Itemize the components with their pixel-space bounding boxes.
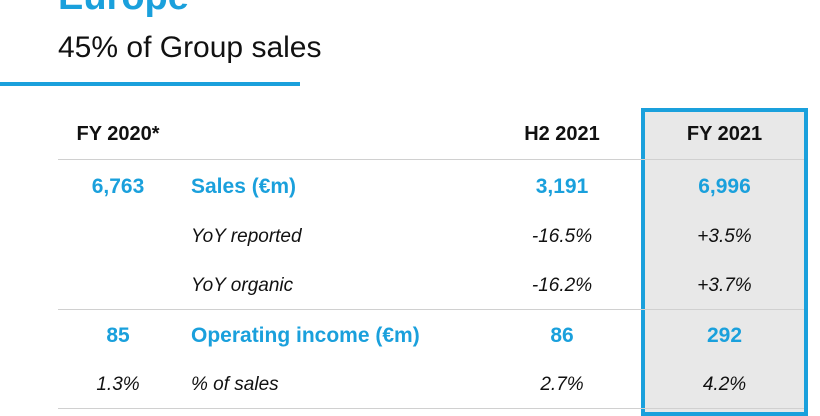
page-subtitle: 45% of Group sales bbox=[58, 31, 322, 64]
title-underline bbox=[0, 82, 300, 86]
operating-income-h2-2021-value: 86 bbox=[550, 324, 574, 347]
operating-income-fy2021-value: 292 bbox=[706, 324, 743, 347]
header-divider bbox=[58, 159, 804, 160]
yoy-reported-label: YoY reported bbox=[191, 226, 302, 247]
sales-h2-2021-value: 3,191 bbox=[535, 175, 589, 198]
margin-label: % of sales bbox=[191, 374, 279, 395]
margin-fy2020-value: 1.3% bbox=[96, 374, 140, 395]
column-header-fy2021: FY 2021 bbox=[686, 123, 763, 145]
margin-fy2021-value: 4.2% bbox=[702, 374, 747, 395]
yoy-reported-h2-2021-value: -16.5% bbox=[531, 226, 593, 247]
fy2021-highlight-column bbox=[641, 108, 808, 416]
yoy-organic-h2-2021-value: -16.2% bbox=[531, 275, 593, 296]
yoy-reported-fy2021-value: +3.5% bbox=[697, 226, 752, 247]
column-header-h2-2021: H2 2021 bbox=[524, 123, 600, 145]
operating-income-fy2020-value: 85 bbox=[106, 324, 130, 347]
column-header-fy2020: FY 2020* bbox=[76, 123, 160, 145]
section-divider bbox=[58, 309, 804, 310]
sales-fy2020-value: 6,763 bbox=[91, 175, 145, 198]
margin-h2-2021-value: 2.7% bbox=[540, 374, 584, 395]
bottom-divider bbox=[58, 408, 804, 409]
yoy-organic-fy2021-value: +3.7% bbox=[697, 275, 752, 296]
sales-label: Sales (€m) bbox=[191, 175, 297, 198]
operating-income-label: Operating income (€m) bbox=[191, 324, 420, 347]
sales-fy2021-value: 6,996 bbox=[698, 175, 751, 198]
yoy-organic-label: YoY organic bbox=[191, 275, 294, 296]
page-title: Europe bbox=[58, 0, 189, 16]
